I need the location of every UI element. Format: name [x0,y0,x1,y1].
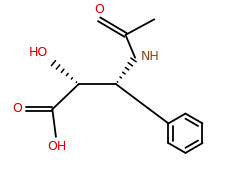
Text: OH: OH [47,140,66,153]
Text: O: O [94,4,104,16]
Text: HO: HO [28,46,47,59]
Text: O: O [12,102,22,115]
Text: NH: NH [140,50,158,63]
